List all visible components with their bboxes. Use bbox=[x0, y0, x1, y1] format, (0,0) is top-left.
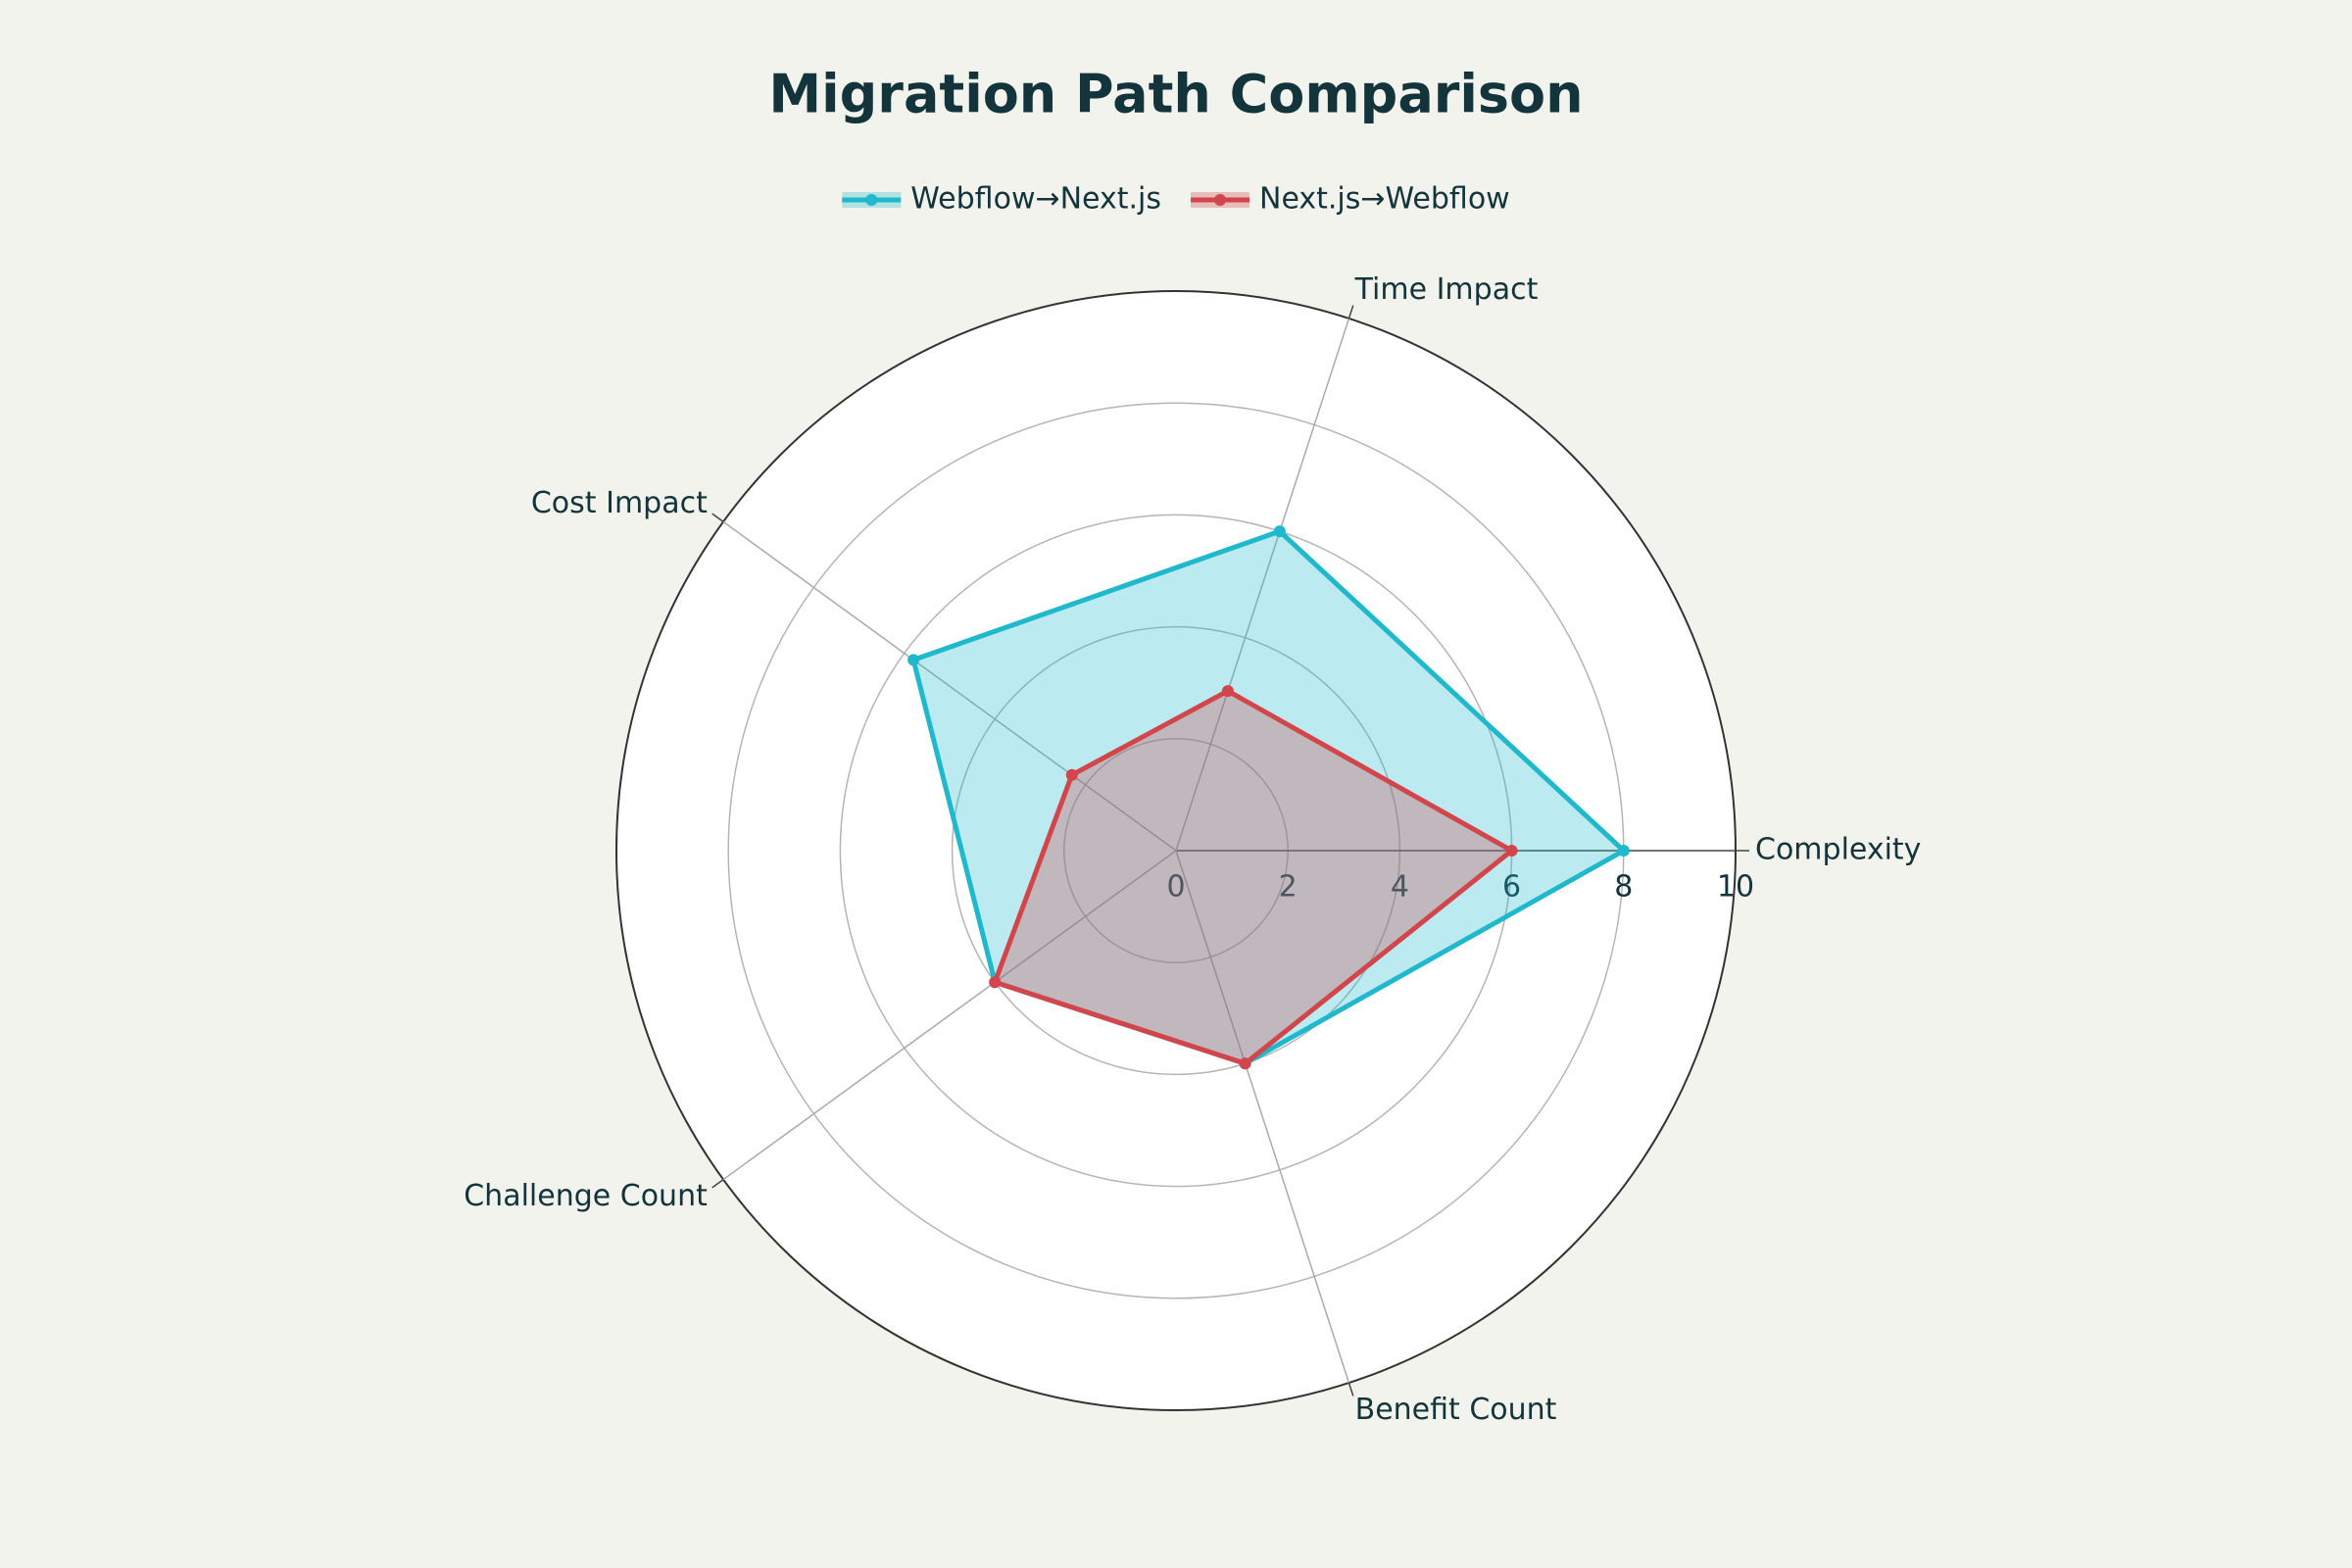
axis-label: Time Impact bbox=[1354, 272, 1539, 307]
data-point bbox=[1617, 845, 1630, 857]
axis-label: Cost Impact bbox=[531, 486, 708, 520]
data-point bbox=[1239, 1057, 1251, 1070]
r-tick-label: 10 bbox=[1717, 870, 1754, 905]
spoke bbox=[1175, 850, 1350, 1384]
data-point bbox=[1273, 525, 1286, 538]
axis-label: Benefit Count bbox=[1355, 1393, 1557, 1427]
r-tick-label: 2 bbox=[1279, 870, 1298, 905]
spoke-tick bbox=[1348, 305, 1354, 319]
legend-label[interactable]: Webflow→Next.js bbox=[910, 182, 1161, 217]
r-tick-label: 4 bbox=[1391, 870, 1409, 905]
data-point bbox=[907, 654, 920, 666]
data-point bbox=[989, 976, 1002, 989]
data-point bbox=[1065, 768, 1078, 781]
spoke bbox=[722, 520, 1177, 852]
spoke bbox=[722, 850, 1177, 1181]
spoke-tick bbox=[711, 1179, 724, 1189]
spoke-tick bbox=[711, 513, 724, 522]
legend-marker bbox=[865, 194, 878, 206]
legend-marker bbox=[1214, 194, 1226, 206]
series-area bbox=[910, 528, 1627, 1066]
axis-label: Challenge Count bbox=[464, 1179, 708, 1213]
spoke bbox=[1175, 318, 1350, 852]
series-area bbox=[992, 688, 1515, 1066]
data-point bbox=[1221, 685, 1234, 698]
r-tick-label: 8 bbox=[1614, 870, 1633, 905]
chart-title: Migration Path Comparison bbox=[768, 64, 1583, 125]
r-tick-label: 0 bbox=[1166, 870, 1185, 905]
data-point bbox=[1505, 845, 1518, 857]
r-tick-label: 6 bbox=[1502, 870, 1521, 905]
spoke-tick bbox=[1348, 1382, 1354, 1396]
legend-label[interactable]: Next.js→Webflow bbox=[1259, 182, 1510, 217]
axis-label: Complexity bbox=[1755, 833, 1921, 867]
